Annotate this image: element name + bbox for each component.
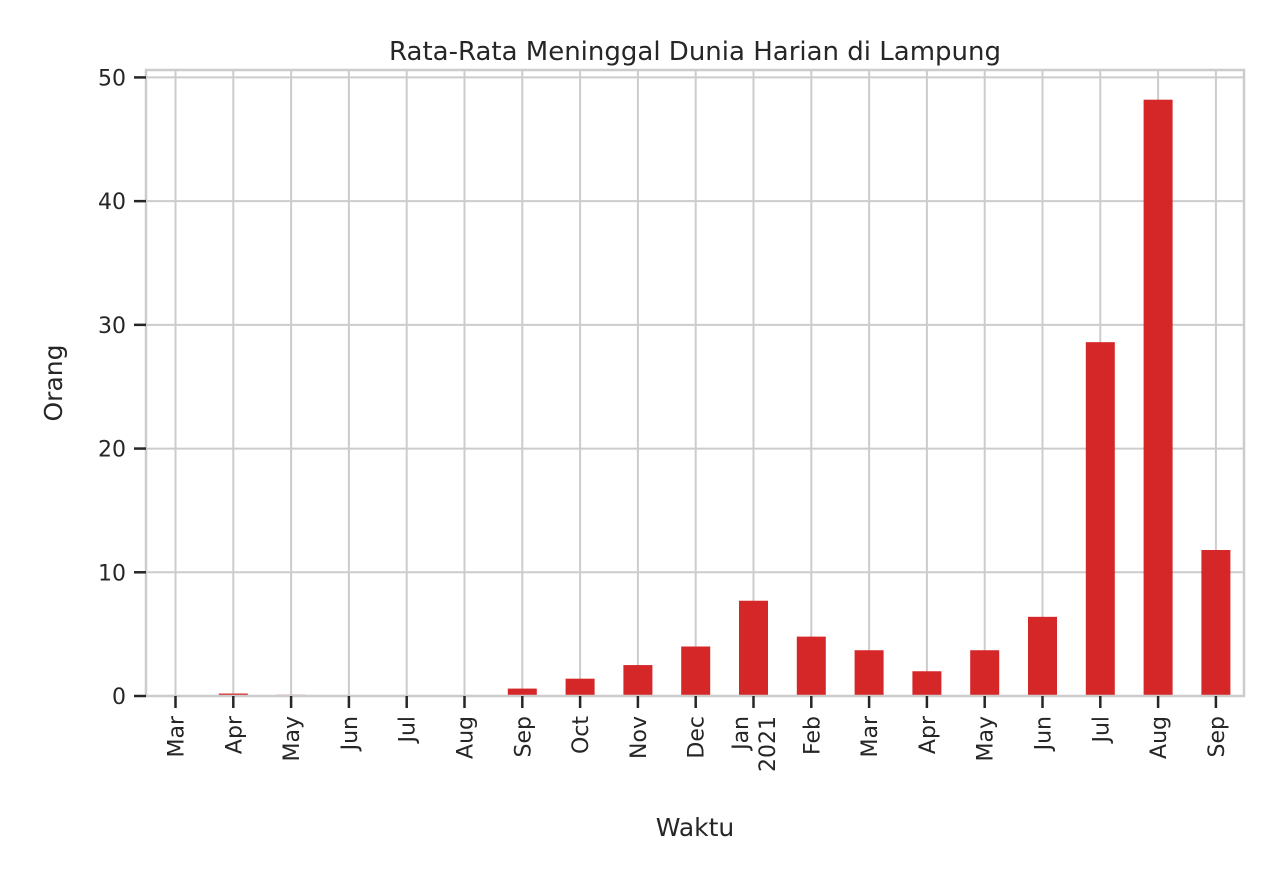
bar: [507, 688, 537, 696]
x-tick-label: Sep: [1205, 716, 1230, 757]
bar: [739, 600, 768, 696]
bar: [1028, 616, 1057, 696]
bar: [1085, 342, 1115, 696]
x-tick-label: Jun: [1032, 716, 1057, 752]
y-tick-label: 30: [98, 314, 126, 339]
x-tick-label: May: [280, 716, 305, 761]
grid: [146, 70, 1244, 697]
bar: [970, 650, 1000, 696]
x-tick-label: Feb: [800, 716, 825, 755]
bar: [623, 665, 653, 696]
y-tick-label: 10: [98, 561, 126, 586]
x-tick-label: Oct: [569, 716, 594, 754]
bar: [1201, 550, 1231, 696]
x-tick-label: Jun: [338, 716, 363, 752]
bars: [218, 99, 1231, 696]
x-axis: Mar Apr May Jun Jul Aug Sep Oct Nov Dec Jan 2021 Feb…: [165, 696, 1230, 772]
bar: [681, 646, 711, 696]
chart-title: Rata-Rata Meninggal Dunia Harian di Lamp…: [389, 37, 1001, 67]
x-axis-title: Waktu: [656, 813, 735, 842]
bar: [565, 678, 595, 696]
y-tick-label: 0: [112, 685, 126, 710]
x-tick-label: May: [974, 716, 999, 761]
bar: [1143, 99, 1173, 696]
x-tick-label: Jul: [396, 716, 421, 745]
y-axis-title: Orang: [39, 345, 68, 422]
y-axis: 0 10 20 30 40 50: [98, 66, 146, 710]
bar: [854, 650, 884, 696]
y-tick-label: 50: [98, 66, 126, 91]
x-tick-label: 2021: [756, 716, 781, 772]
x-tick-label: Aug: [454, 716, 479, 759]
x-tick-label: Jul: [1089, 716, 1114, 745]
x-tick-label: Aug: [1147, 716, 1172, 759]
x-tick-label: Dec: [685, 716, 710, 759]
x-tick-label: Jan: [729, 716, 754, 752]
y-tick-label: 40: [98, 190, 126, 215]
x-tick-label: Apr: [916, 715, 941, 754]
x-tick-label: Sep: [511, 716, 536, 757]
x-tick-label: Mar: [858, 715, 883, 757]
y-tick-label: 20: [98, 438, 126, 463]
x-tick-label: Mar: [165, 715, 190, 757]
x-tick-label: Apr: [222, 715, 247, 754]
bar: [796, 636, 826, 696]
bar: [912, 671, 942, 696]
x-tick-label: Nov: [627, 716, 652, 759]
